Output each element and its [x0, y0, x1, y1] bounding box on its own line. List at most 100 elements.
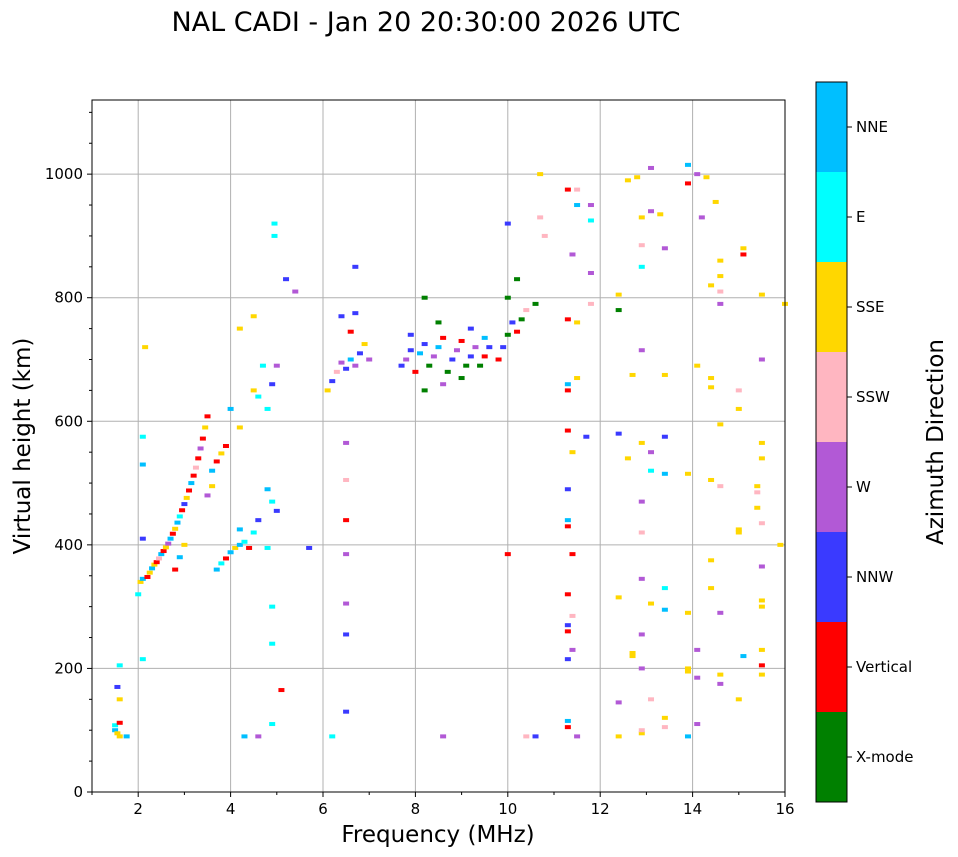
echo-point: [227, 550, 234, 555]
echo-point: [532, 301, 539, 306]
echo-point: [264, 545, 271, 550]
echo-point: [453, 348, 460, 353]
echo-point: [574, 187, 581, 192]
echo-point: [190, 473, 197, 478]
echo-point: [684, 162, 691, 167]
echo-point: [329, 379, 336, 384]
echo-point: [574, 320, 581, 325]
echo-point: [209, 484, 216, 489]
echo-point: [135, 592, 142, 597]
echo-point: [481, 335, 488, 340]
echo-point: [514, 329, 521, 334]
echo-point: [329, 734, 336, 739]
echo-point: [162, 545, 169, 550]
echo-point: [684, 734, 691, 739]
echo-point: [343, 632, 350, 637]
echo-point: [564, 718, 571, 723]
echo-point: [158, 552, 165, 557]
echo-point: [204, 414, 211, 419]
echo-point: [754, 490, 761, 495]
echo-point: [569, 647, 576, 652]
echo-point: [179, 508, 186, 513]
echo-point: [638, 728, 645, 733]
echo-point: [569, 450, 576, 455]
x-tick-label: 16: [775, 800, 794, 818]
echo-point: [694, 675, 701, 680]
echo-point: [661, 586, 668, 591]
echo-point: [139, 462, 146, 467]
echo-point: [352, 363, 359, 368]
echo-point: [708, 283, 715, 288]
echo-point: [458, 376, 465, 381]
echo-point: [292, 289, 299, 294]
echo-point: [407, 348, 414, 353]
echo-point: [735, 697, 742, 702]
echo-point: [398, 363, 405, 368]
colorbar-label: W: [856, 478, 871, 496]
echo-point: [139, 536, 146, 541]
y-axis-label: Virtual height (km): [10, 338, 36, 555]
colorbar-segment: [816, 712, 847, 802]
echo-point: [708, 477, 715, 482]
echo-point: [144, 574, 151, 579]
echo-point: [306, 545, 313, 550]
echo-point: [717, 274, 724, 279]
echo-point: [412, 369, 419, 374]
echo-point: [343, 601, 350, 606]
colorbar-segment: [816, 442, 847, 532]
echo-point: [347, 357, 354, 362]
echo-point: [343, 709, 350, 714]
echo-point: [564, 623, 571, 628]
echo-point: [347, 329, 354, 334]
echo-point: [176, 514, 183, 519]
echo-point: [421, 388, 428, 393]
echo-point: [269, 499, 276, 504]
echo-point: [694, 363, 701, 368]
echo-point: [486, 345, 493, 350]
echo-point: [740, 654, 747, 659]
echo-point: [421, 295, 428, 300]
echo-point: [587, 203, 594, 208]
echo-point: [444, 369, 451, 374]
echo-point: [740, 246, 747, 251]
colorbar-label: SSW: [856, 388, 890, 406]
echo-point: [435, 320, 442, 325]
echo-point: [717, 422, 724, 427]
echo-point: [758, 440, 765, 445]
echo-point: [246, 545, 253, 550]
echo-point: [504, 295, 511, 300]
y-tick-label: 600: [54, 412, 83, 430]
echo-point: [271, 233, 278, 238]
echo-point: [165, 541, 172, 546]
echo-point: [615, 595, 622, 600]
echo-point: [458, 338, 465, 343]
echo-point: [638, 348, 645, 353]
x-tick-label: 10: [498, 800, 517, 818]
x-tick-label: 14: [683, 800, 702, 818]
echo-point: [504, 332, 511, 337]
echo-point: [717, 289, 724, 294]
echo-point: [116, 720, 123, 725]
echo-point: [227, 406, 234, 411]
echo-point: [241, 734, 248, 739]
echo-point: [777, 542, 784, 547]
colorbar-segment: [816, 262, 847, 352]
echo-point: [236, 326, 243, 331]
echo-point: [564, 518, 571, 523]
echo-point: [648, 450, 655, 455]
echo-point: [523, 734, 530, 739]
echo-point: [273, 363, 280, 368]
y-tick-label: 0: [73, 783, 83, 801]
echo-point: [758, 456, 765, 461]
echo-point: [269, 604, 276, 609]
echo-point: [181, 502, 188, 507]
echo-point: [114, 684, 121, 689]
echo-point: [615, 734, 622, 739]
echo-point: [218, 561, 225, 566]
echo-point: [717, 484, 724, 489]
x-tick-label: 12: [591, 800, 610, 818]
echo-point: [708, 385, 715, 390]
y-tick-label: 800: [54, 289, 83, 307]
echo-point: [403, 357, 410, 362]
echo-point: [583, 434, 590, 439]
